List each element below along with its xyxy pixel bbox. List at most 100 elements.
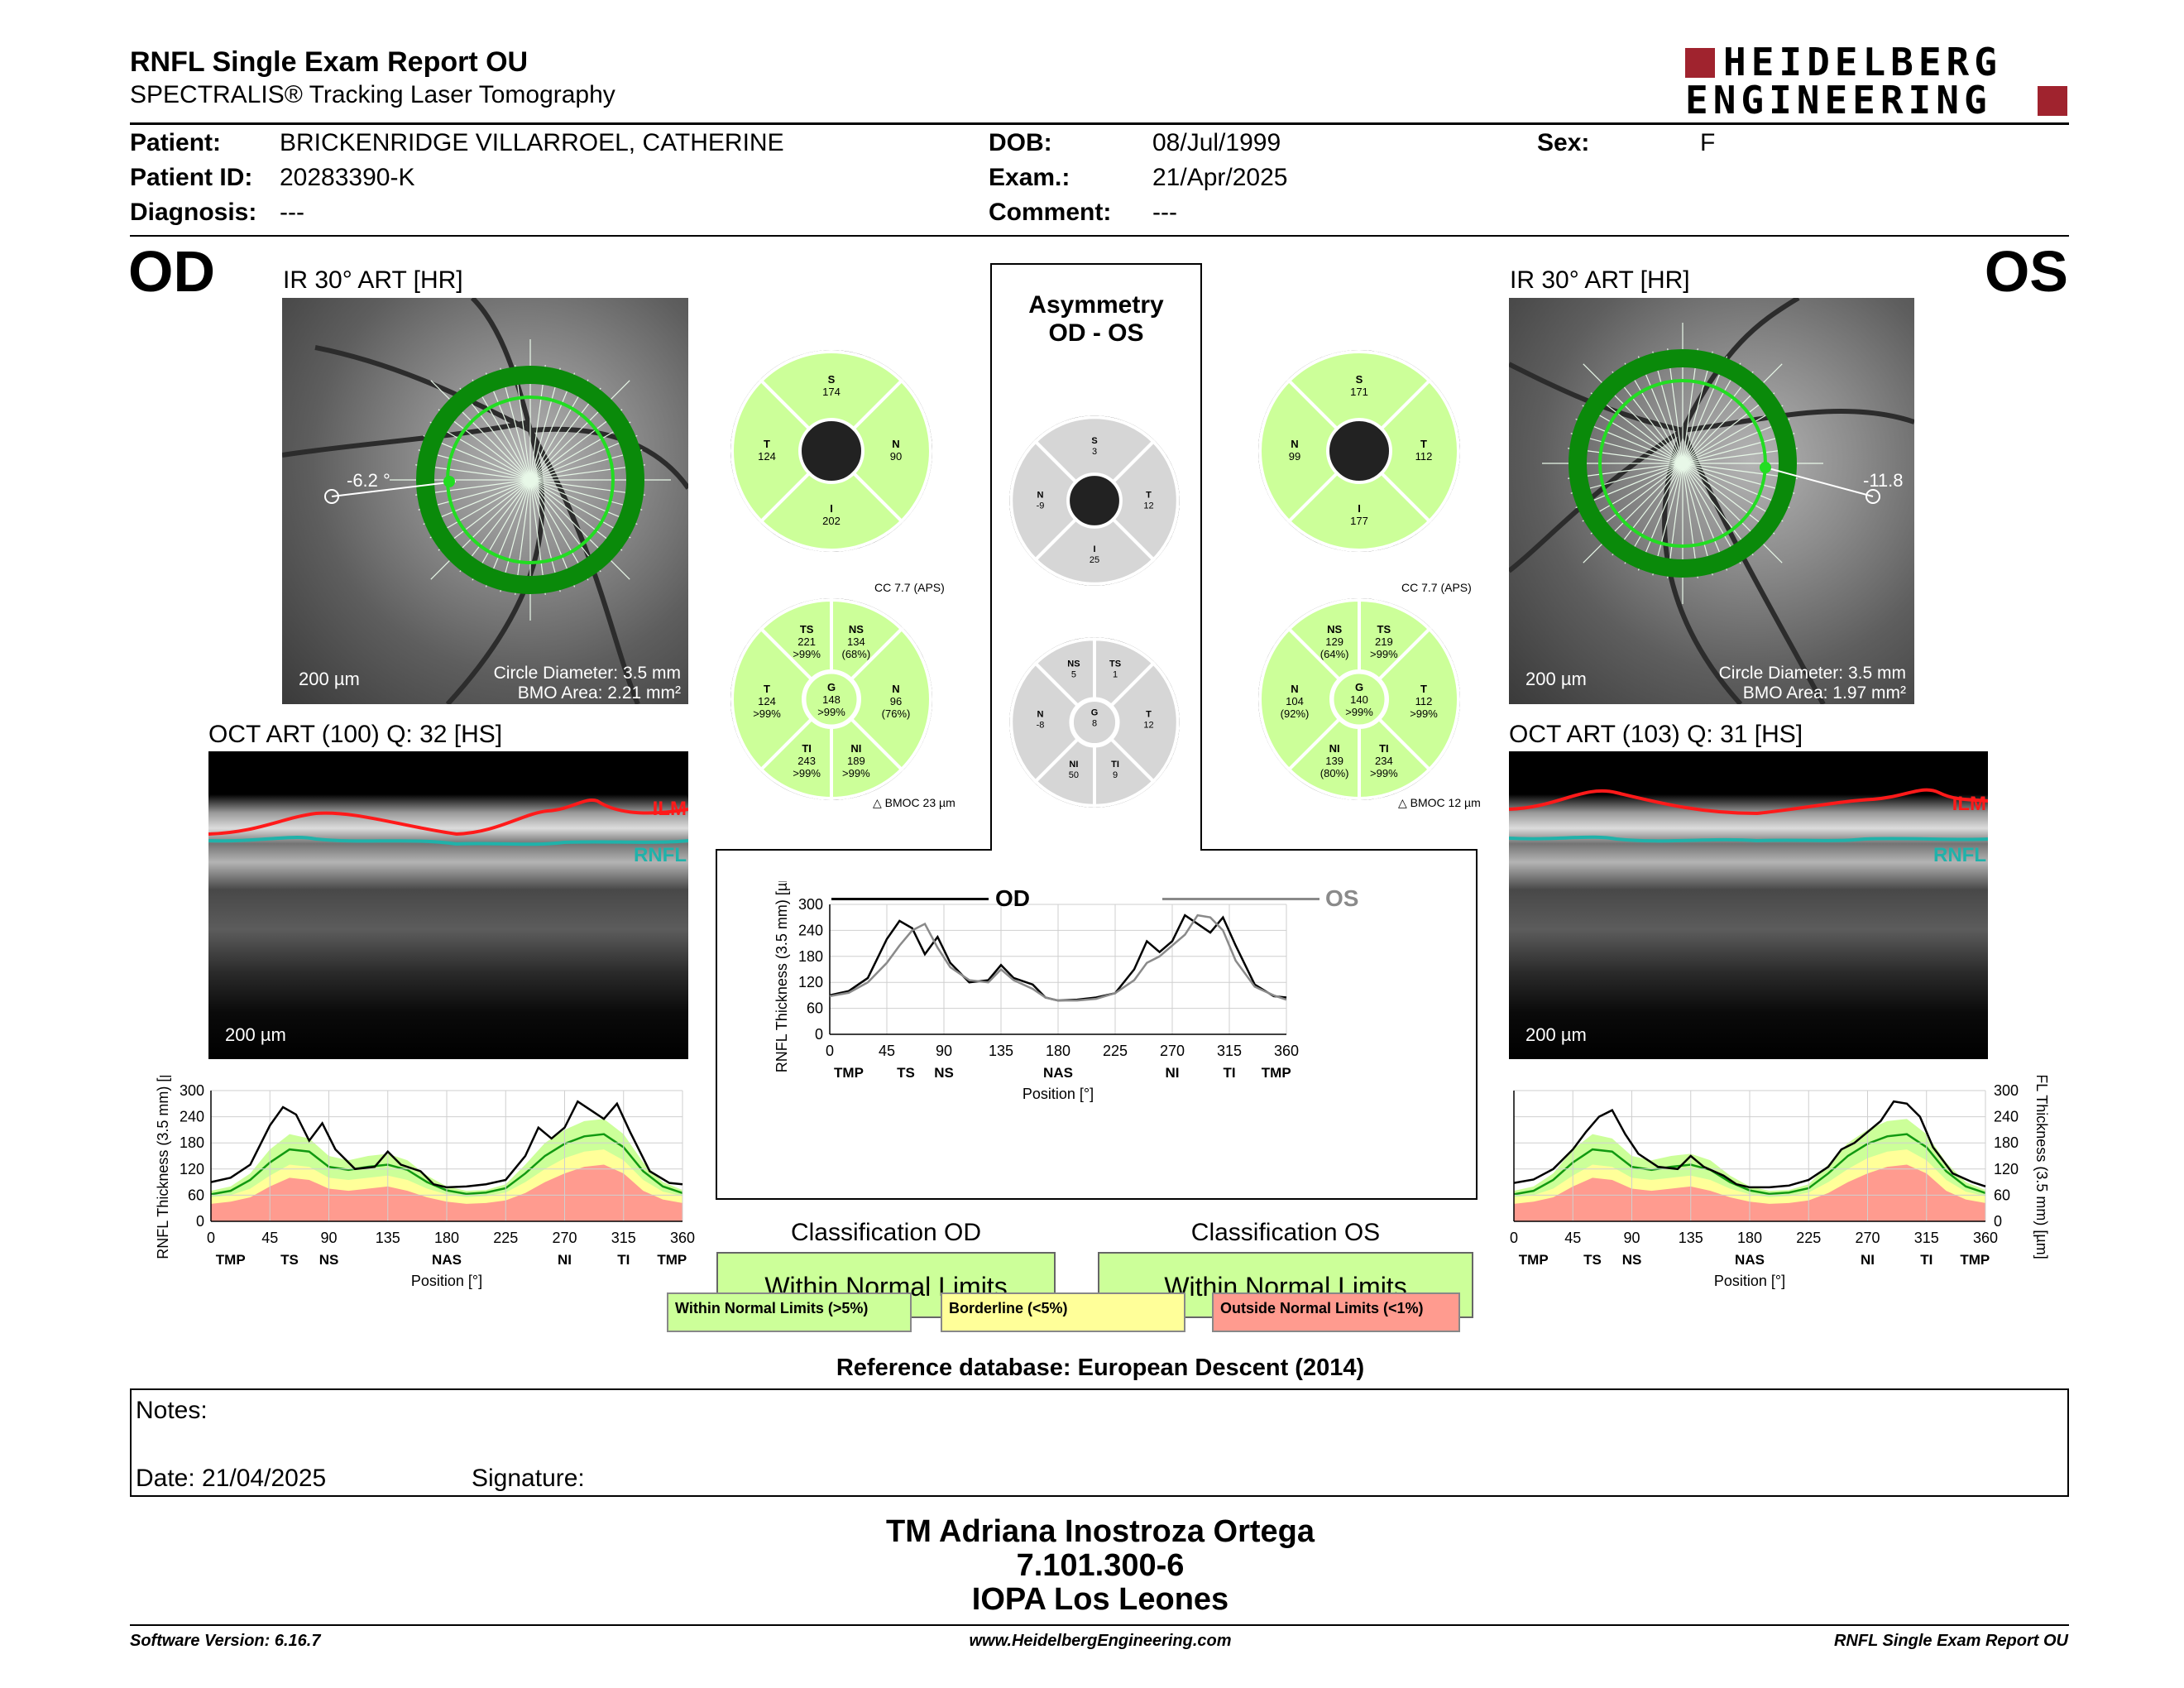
od-scan-overlay xyxy=(282,298,688,704)
dob-label: DOB: xyxy=(989,129,1052,156)
os-tsnit-chart: 0 60 120 180 240 300 0 45 90 135 180 225 270 315 360 TM… xyxy=(1510,1076,2050,1289)
y-tick-label: 240 xyxy=(798,922,823,938)
sector-label-s: 171 xyxy=(1350,386,1368,398)
y-axis-title: RNFL Thickness (3.5 mm) [µm] xyxy=(2033,1076,2050,1259)
scan-ray xyxy=(1682,463,1783,563)
sector-label-ni: >99% xyxy=(842,767,870,779)
sector-label-ni: NI xyxy=(1069,760,1078,770)
sector-t xyxy=(730,626,814,772)
x-tick-label: 180 xyxy=(1046,1043,1070,1059)
region-label: TMP xyxy=(834,1065,864,1081)
region-label: TI xyxy=(617,1252,630,1268)
od-ir-title: IR 30° ART [HR] xyxy=(283,266,463,294)
od-ilm-label: ILM xyxy=(652,798,687,820)
sector-t xyxy=(1377,626,1460,772)
dob-value: 08/Jul/1999 xyxy=(1152,129,1281,156)
x-tick-label: 315 xyxy=(1217,1043,1242,1059)
os-scan-overlay xyxy=(1509,298,1914,704)
sector-g xyxy=(1331,671,1387,727)
sector-n xyxy=(1009,660,1080,784)
sector-n xyxy=(1258,626,1342,772)
sector-label-ts: 1 xyxy=(1113,670,1118,680)
region-label: TMP xyxy=(657,1252,687,1268)
sector-label-ts: >99% xyxy=(793,648,821,660)
sector-n xyxy=(851,378,932,524)
y-tick-label: 0 xyxy=(1994,1213,2002,1230)
sector-label-i: 177 xyxy=(1350,515,1368,527)
sector-ti xyxy=(1358,717,1432,801)
region-label: NS xyxy=(319,1252,339,1268)
sector-ni xyxy=(830,717,904,801)
x-tick-label: 360 xyxy=(1973,1230,1998,1246)
sector-label-t: 112 xyxy=(1415,450,1433,463)
notes-box[interactable] xyxy=(130,1388,2069,1497)
sector-ns xyxy=(830,597,904,682)
os-bmoc-value: BMOC 12 µm xyxy=(1410,796,1481,809)
diagnosis-label: Diagnosis: xyxy=(130,199,257,226)
y-tick-label: 240 xyxy=(1994,1109,2019,1125)
od-bmoc-label: △ BMOC 23 µm xyxy=(873,796,956,809)
sector-i xyxy=(1286,471,1432,552)
sector-label-t: T xyxy=(1420,683,1427,695)
sector-label-ti: TI xyxy=(1379,742,1389,755)
sector-s xyxy=(759,350,904,431)
examiner-name: TM Adriana Inostroza Ortega xyxy=(886,1514,1315,1549)
sector-label-n: -8 xyxy=(1037,720,1045,730)
sector-label-n: N xyxy=(1291,683,1298,695)
scan-ray xyxy=(1682,363,1783,464)
sector-label-t: 124 xyxy=(758,695,776,707)
od-rnfl-label: RNFL xyxy=(634,844,687,866)
od-fundus-image: -6.2 ° 200 µm Circle Diameter: 3.5 mm BM… xyxy=(282,298,688,704)
sector-label-ts: TS xyxy=(1109,659,1121,669)
sector-label-ts: TS xyxy=(1377,623,1391,635)
sector-label-n: N xyxy=(892,438,899,450)
sector-label-n: 90 xyxy=(890,450,902,463)
y-tick-label: 180 xyxy=(180,1134,204,1151)
sector-label-i: 202 xyxy=(822,515,841,527)
report-title: RNFL Single Exam Report OU xyxy=(130,46,529,78)
notes-label: Notes: xyxy=(136,1397,208,1424)
x-tick-label: 270 xyxy=(1160,1043,1185,1059)
od-eye-label: OD xyxy=(128,239,215,304)
logo-square-1 xyxy=(1685,48,1715,78)
y-axis-title: RNFL Thickness (3.5 mm) [µm] xyxy=(155,1076,171,1259)
os-circle-diameter: Circle Diameter: 3.5 mm xyxy=(1718,664,1906,683)
sector-n xyxy=(1258,378,1339,524)
sector-t xyxy=(1379,378,1460,524)
od-oct-image: ILM RNFL 200 µm xyxy=(208,751,688,1059)
y-tick-label: 300 xyxy=(1994,1082,2019,1099)
sector-label-ti: >99% xyxy=(793,767,821,779)
scan-ray xyxy=(529,380,630,481)
sector-label-ns: 5 xyxy=(1071,670,1076,680)
sector-label-g: G xyxy=(1355,681,1363,693)
od-oct-overlay xyxy=(208,798,688,846)
x-axis-title: Position [°] xyxy=(1714,1273,1785,1289)
region-label: TS xyxy=(280,1252,299,1268)
os-ir-scale: 200 µm xyxy=(1525,669,1587,689)
sector-t xyxy=(730,378,812,524)
sector-label-s: S xyxy=(1356,373,1363,386)
sector-label-ni: NI xyxy=(1329,742,1340,755)
sector-ni xyxy=(1286,717,1361,801)
sector-g xyxy=(1070,698,1118,746)
logo-line-2: ENGINEERING xyxy=(1685,78,1992,122)
x-tick-label: 0 xyxy=(826,1043,834,1059)
examiner-id: 7.101.300-6 xyxy=(1016,1548,1185,1583)
y-tick-label: 0 xyxy=(815,1026,823,1043)
heidelberg-logo: HEIDELBERG ENGINEERING xyxy=(1685,43,2069,119)
y-tick-label: 180 xyxy=(798,948,823,965)
x-tick-label: 90 xyxy=(320,1230,337,1246)
footer-url[interactable]: www.HeidelbergEngineering.com xyxy=(969,1632,1232,1650)
od-angle-label: -6.2 ° xyxy=(347,470,390,491)
sector-ti xyxy=(759,717,833,801)
sector-label-t: 12 xyxy=(1143,720,1153,730)
patient-divider xyxy=(130,235,2069,237)
sector-t xyxy=(1109,660,1180,784)
asymmetry-title: Asymmetry xyxy=(1028,291,1164,319)
sector-label-n: N xyxy=(1037,491,1044,501)
y-tick-label: 120 xyxy=(180,1161,204,1177)
sector-label-ni: 139 xyxy=(1325,755,1343,767)
exam-label: Exam.: xyxy=(989,164,1070,191)
